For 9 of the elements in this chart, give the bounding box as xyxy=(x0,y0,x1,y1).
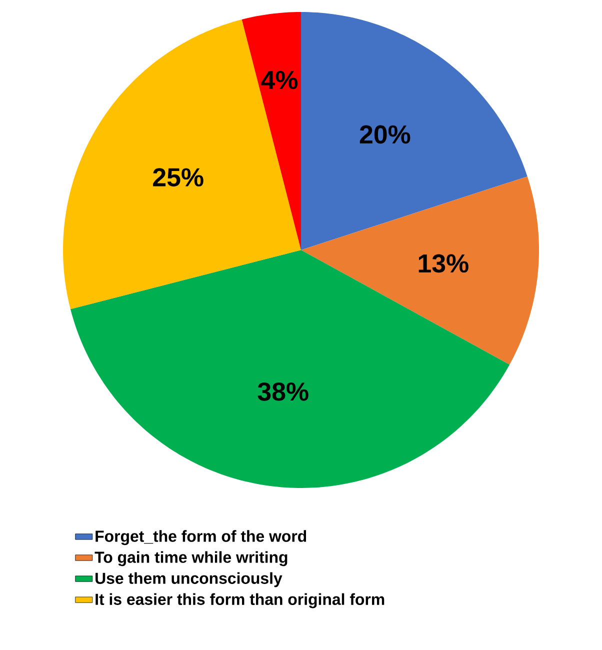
legend-label: Use them unconsciously xyxy=(96,572,282,588)
legend-label: It is easier this form than original form xyxy=(96,593,384,608)
legend-label: Forget_the form of the word xyxy=(96,530,306,546)
data-label: 25% xyxy=(153,168,204,186)
legend-label: To gain time while writing xyxy=(94,551,288,566)
data-label: 13% xyxy=(418,254,468,273)
data-label: 38% xyxy=(258,382,308,401)
data-label: 20% xyxy=(360,125,410,144)
data-label: 4% xyxy=(261,70,298,90)
